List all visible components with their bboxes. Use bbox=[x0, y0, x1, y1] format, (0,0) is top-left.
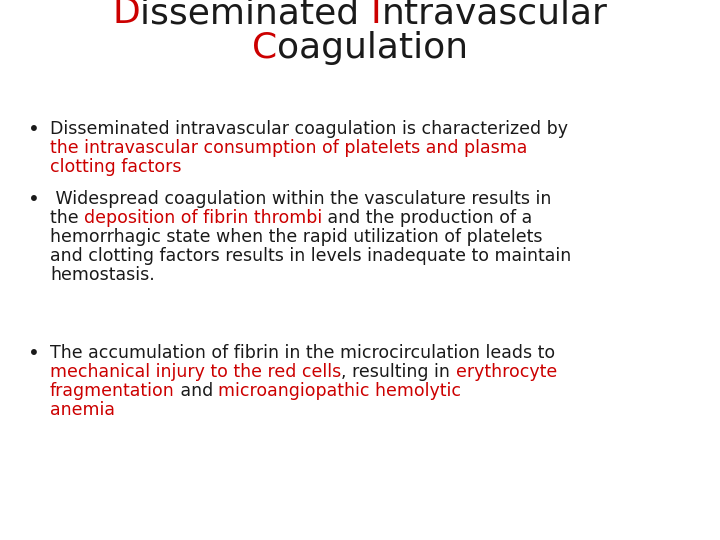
Text: Widespread coagulation within the vasculature results in: Widespread coagulation within the vascul… bbox=[50, 190, 552, 208]
Text: oagulation: oagulation bbox=[277, 31, 468, 65]
Text: fragmentation: fragmentation bbox=[50, 382, 175, 400]
Text: D: D bbox=[112, 0, 140, 30]
Text: and: and bbox=[175, 382, 218, 400]
Text: clotting factors: clotting factors bbox=[50, 158, 181, 176]
Text: I: I bbox=[371, 0, 382, 30]
Text: ntravascular: ntravascular bbox=[382, 0, 608, 30]
Text: and the production of a: and the production of a bbox=[323, 209, 533, 227]
Text: Disseminated intravascular coagulation is characterized by: Disseminated intravascular coagulation i… bbox=[50, 120, 568, 138]
Text: The accumulation of fibrin in the microcirculation leads to: The accumulation of fibrin in the microc… bbox=[50, 344, 555, 362]
Text: erythrocyte: erythrocyte bbox=[456, 363, 557, 381]
Text: isseminated: isseminated bbox=[140, 0, 371, 30]
Text: •: • bbox=[28, 120, 40, 139]
Text: anemia: anemia bbox=[50, 401, 115, 419]
Text: the intravascular consumption of platelets and plasma: the intravascular consumption of platele… bbox=[50, 139, 527, 157]
Text: •: • bbox=[28, 190, 40, 209]
Text: the: the bbox=[50, 209, 84, 227]
Text: microangiopathic hemolytic: microangiopathic hemolytic bbox=[218, 382, 462, 400]
Text: C: C bbox=[252, 31, 277, 65]
Text: hemorrhagic state when the rapid utilization of platelets: hemorrhagic state when the rapid utiliza… bbox=[50, 228, 542, 246]
Text: deposition of fibrin thrombi: deposition of fibrin thrombi bbox=[84, 209, 323, 227]
Text: and clotting factors results in levels inadequate to maintain: and clotting factors results in levels i… bbox=[50, 247, 571, 265]
Text: hemostasis.: hemostasis. bbox=[50, 266, 155, 284]
Text: , resulting in: , resulting in bbox=[341, 363, 456, 381]
Text: •: • bbox=[28, 344, 40, 363]
Text: mechanical injury to the red cells: mechanical injury to the red cells bbox=[50, 363, 341, 381]
